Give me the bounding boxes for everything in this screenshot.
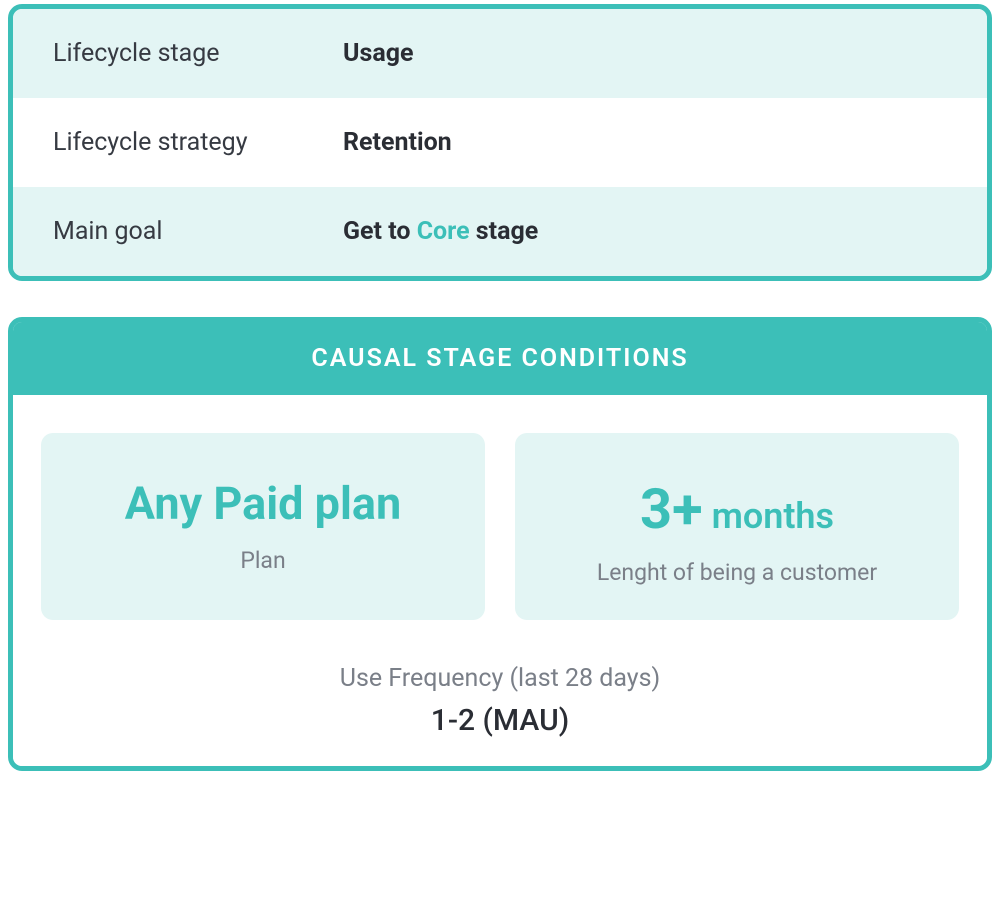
tile-big: 3+ — [640, 476, 703, 542]
tile-sub-label: Plan — [51, 547, 475, 574]
use-frequency-label: Use Frequency (last 28 days) — [41, 664, 959, 693]
summary-row-value: Usage — [343, 39, 413, 68]
tile-main-value: 3+ months — [525, 479, 949, 541]
summary-row-label: Lifecycle stage — [53, 39, 343, 68]
summary-row-label: Main goal — [53, 217, 343, 246]
summary-row-lifecycle-strategy: Lifecycle strategy Retention — [13, 98, 987, 187]
goal-suffix: stage — [470, 217, 539, 246]
summary-row-label: Lifecycle strategy — [53, 128, 343, 157]
use-frequency-value: 1-2 (MAU) — [41, 703, 959, 738]
summary-card: Lifecycle stage Usage Lifecycle strategy… — [8, 4, 992, 281]
conditions-header: CAUSAL STAGE CONDITIONS — [13, 322, 987, 395]
summary-row-value: Retention — [343, 128, 452, 157]
conditions-card: CAUSAL STAGE CONDITIONS Any Paid plan Pl… — [8, 317, 992, 771]
goal-accent: Core — [417, 217, 470, 246]
condition-tiles: Any Paid plan Plan 3+ months Lenght of b… — [41, 433, 959, 620]
tile-main-value: Any Paid plan — [51, 479, 475, 529]
summary-row-main-goal: Main goal Get to Core stage — [13, 187, 987, 276]
summary-row-lifecycle-stage: Lifecycle stage Usage — [13, 9, 987, 98]
condition-tile-tenure: 3+ months Lenght of being a customer — [515, 433, 959, 620]
use-frequency: Use Frequency (last 28 days) 1-2 (MAU) — [41, 664, 959, 738]
condition-tile-plan: Any Paid plan Plan — [41, 433, 485, 620]
tile-small: months — [703, 495, 834, 537]
conditions-body: Any Paid plan Plan 3+ months Lenght of b… — [13, 395, 987, 766]
tile-sub-label: Lenght of being a customer — [525, 559, 949, 586]
goal-prefix: Get to — [343, 217, 417, 246]
summary-row-value: Get to Core stage — [343, 217, 538, 246]
